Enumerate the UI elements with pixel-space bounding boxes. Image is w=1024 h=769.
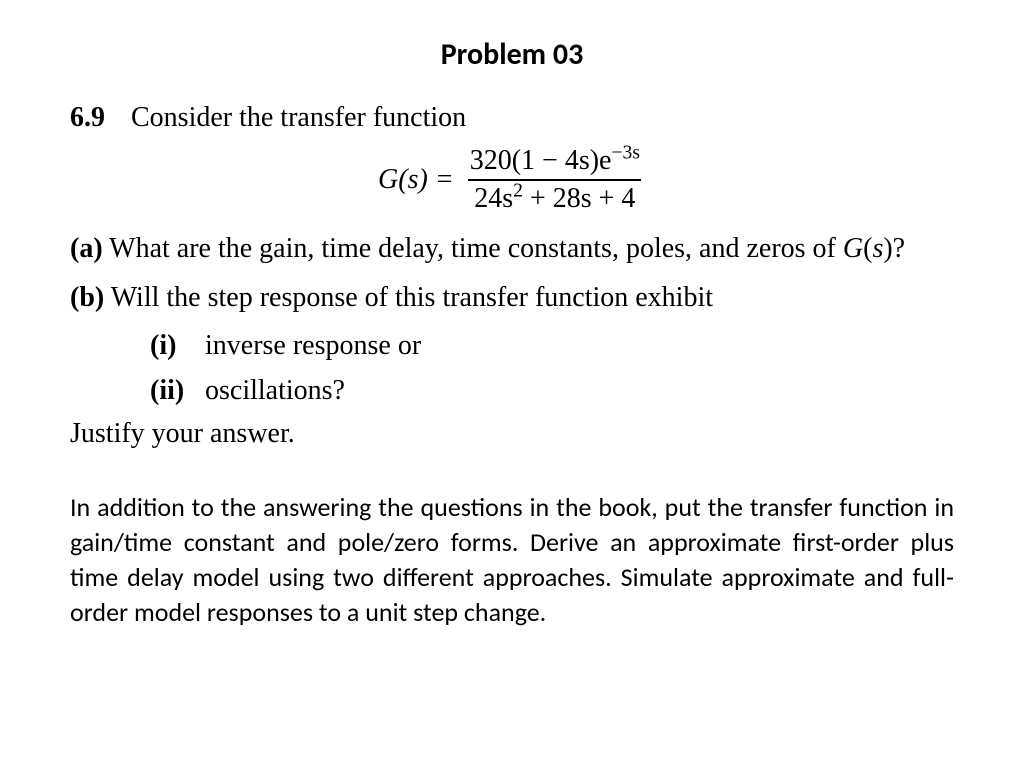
part-b-label: (b) [70, 282, 104, 313]
justify-line: Justify your answer. [70, 418, 954, 450]
subpart-i: (i) inverse response or [70, 326, 954, 367]
equation-lhs-arg: s [408, 164, 419, 195]
equation-den-rest: + 28s + 4 [523, 183, 635, 214]
transfer-function-equation: G(s) = 320(1 − 4s)e−3s 24s2 + 28s + 4 [70, 145, 954, 215]
problem-intro-line: 6.9 Consider the transfer function [70, 99, 954, 137]
equation-den-a: 24s [474, 183, 513, 214]
part-b: (b) Will the step response of this trans… [70, 278, 954, 319]
equation-fraction: 320(1 − 4s)e−3s 24s2 + 28s + 4 [464, 145, 646, 215]
part-a-arg: s [872, 233, 883, 264]
equation-den-a-power: 2 [513, 181, 523, 202]
part-a-text-after: ? [893, 233, 905, 264]
part-a-func: G [843, 233, 863, 264]
addendum-paragraph: In addition to the answering the questio… [70, 490, 954, 630]
document-page: Problem 03 6.9 Consider the transfer fun… [0, 0, 1024, 660]
equation-num-base: 320(1 − 4s)e−3s [470, 145, 640, 176]
part-b-text: Will the step response of this transfer … [111, 282, 713, 313]
page-title: Problem 03 [70, 36, 954, 73]
part-a-label: (a) [70, 233, 103, 264]
subpart-i-text: inverse response or [205, 330, 421, 361]
subpart-ii: (ii) oscillations? [70, 371, 954, 412]
subpart-i-label: (i) [150, 326, 198, 367]
equation-lhs-func: G [378, 164, 398, 195]
problem-intro-text: Consider the transfer function [131, 102, 466, 133]
part-a: (a) What are the gain, time delay, time … [70, 229, 954, 270]
subpart-ii-text: oscillations? [205, 375, 345, 406]
equation-denominator: 24s2 + 28s + 4 [468, 179, 641, 215]
problem-number: 6.9 [70, 99, 124, 137]
part-a-text-before: What are the gain, time delay, time cons… [109, 233, 843, 264]
subpart-ii-label: (ii) [150, 371, 198, 412]
equation-lhs: G(s) = [378, 164, 454, 196]
equation-numerator: 320(1 − 4s)e−3s [464, 145, 646, 179]
equation-num-exponent: −3s [611, 142, 639, 163]
